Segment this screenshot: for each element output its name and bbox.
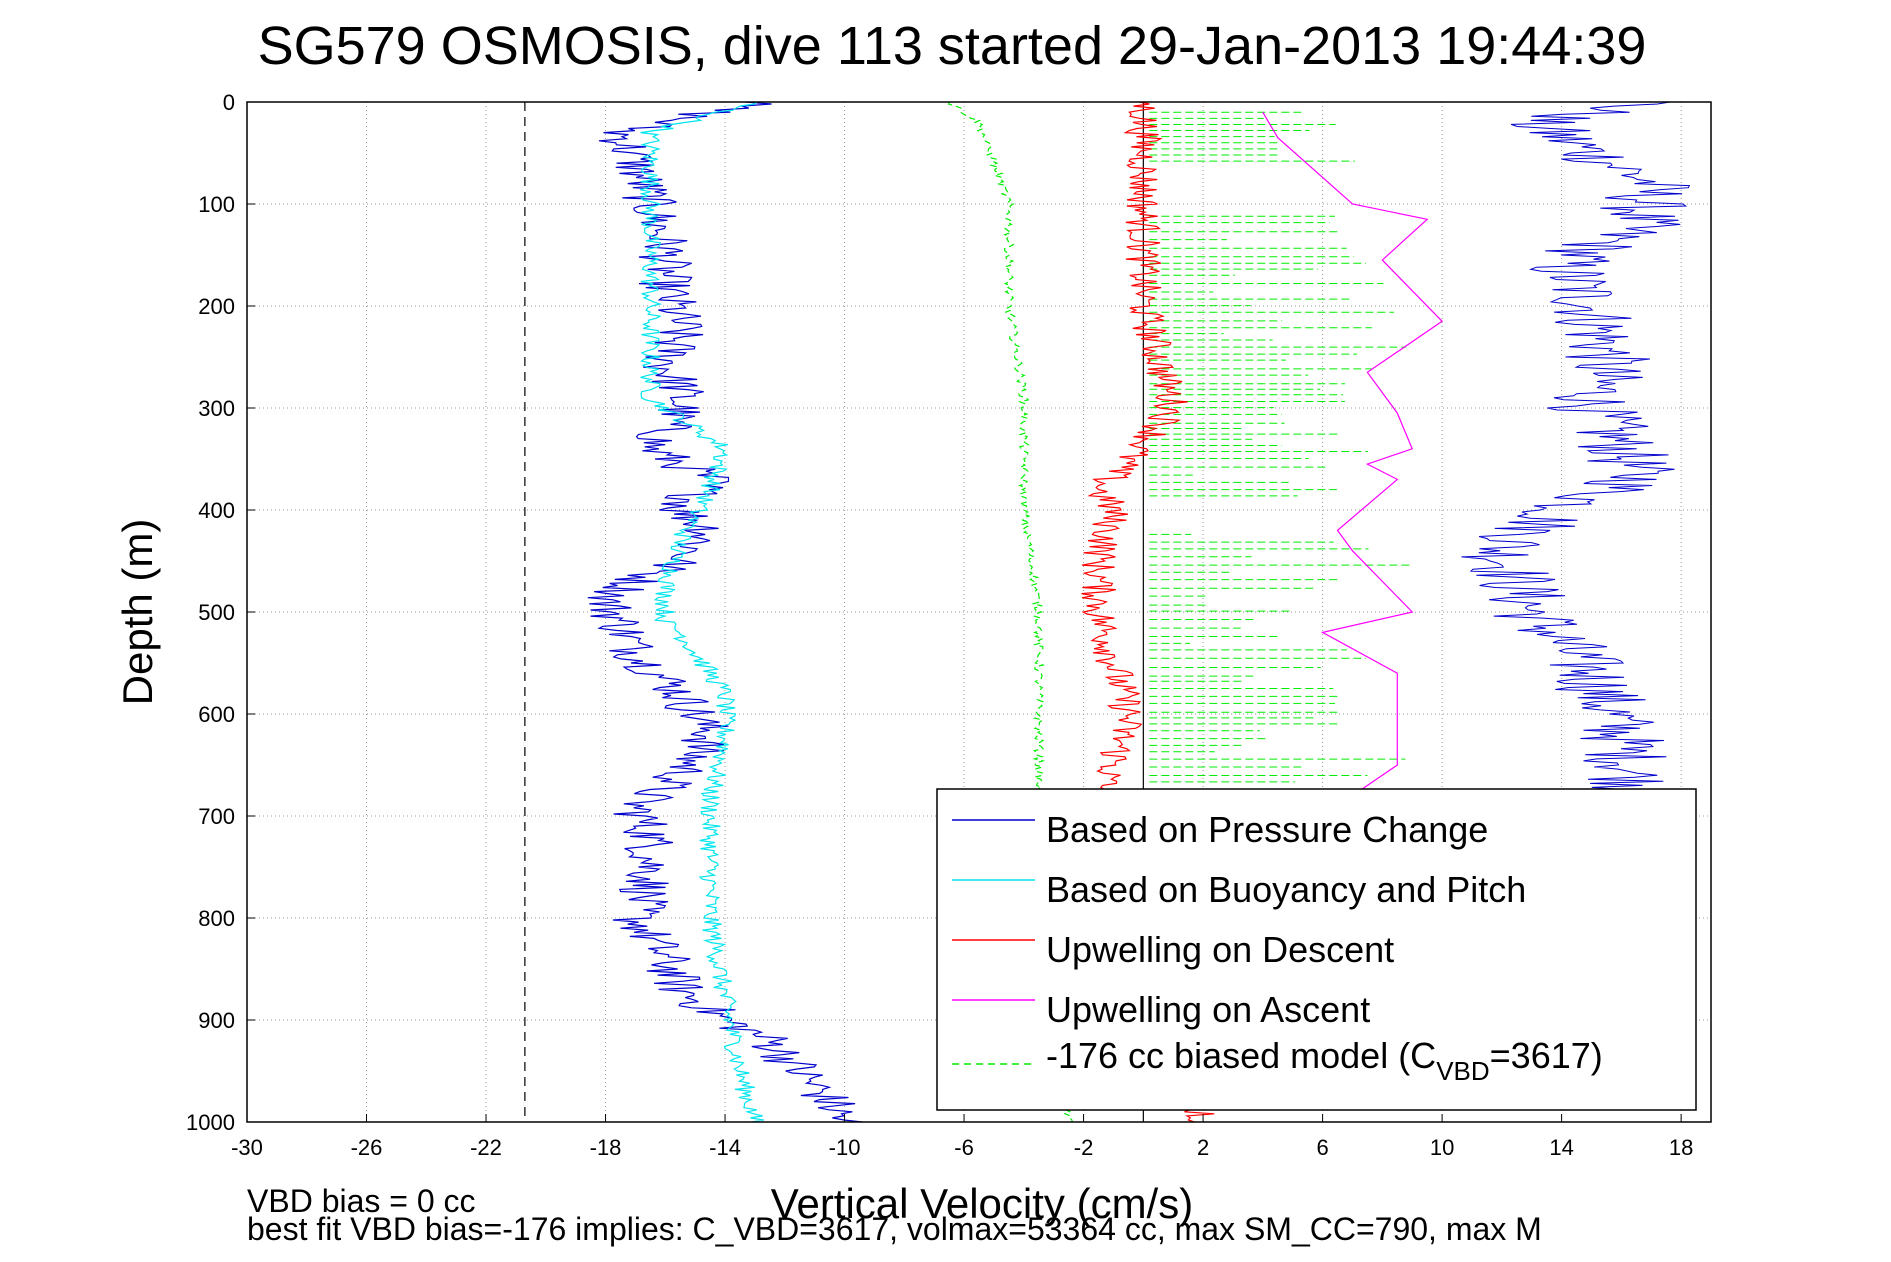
footer-best-fit: best fit VBD bias=-176 implies: C_VBD=36… bbox=[247, 1211, 1542, 1247]
series-texture bbox=[1149, 101, 1691, 797]
y-tick-label: 600 bbox=[198, 702, 235, 727]
x-tick-label: 2 bbox=[1197, 1135, 1209, 1160]
legend-box bbox=[936, 788, 1697, 1111]
chart-title: SG579 OSMOSIS, dive 113 started 29-Jan-2… bbox=[258, 16, 1647, 76]
legend-label-pressure: Based on Pressure Change bbox=[1046, 809, 1488, 850]
x-tick-label: 14 bbox=[1549, 1135, 1573, 1160]
y-tick-label: 800 bbox=[198, 906, 235, 931]
series-lines bbox=[587, 101, 1444, 1123]
y-tick-label: 100 bbox=[198, 192, 235, 217]
series-line-1 bbox=[639, 101, 764, 1123]
series-line-0 bbox=[587, 101, 863, 1123]
x-tick-label: 6 bbox=[1316, 1135, 1328, 1160]
pressure-ascent-trace bbox=[1461, 101, 1691, 797]
y-tick-label: 200 bbox=[198, 294, 235, 319]
x-axis-label: Vertical Velocity (cm/s) bbox=[771, 1180, 1193, 1227]
legend-label-buoyancy: Based on Buoyancy and Pitch bbox=[1046, 869, 1526, 910]
y-tick-label: 0 bbox=[223, 90, 235, 115]
y-tick-label: 900 bbox=[198, 1008, 235, 1033]
y-axis-label: Depth (m) bbox=[114, 519, 161, 706]
legend-label-descent: Upwelling on Descent bbox=[1046, 929, 1394, 970]
y-tick-label: 300 bbox=[198, 396, 235, 421]
y-tick-label: 700 bbox=[198, 804, 235, 829]
legend-label-ascent: Upwelling on Ascent bbox=[1046, 989, 1370, 1030]
x-tick-label: -2 bbox=[1074, 1135, 1094, 1160]
x-tick-label: -14 bbox=[709, 1135, 741, 1160]
x-tick-label: -6 bbox=[954, 1135, 974, 1160]
legend-label-model: -176 cc biased model (CVBD=3617) bbox=[1046, 1035, 1603, 1086]
x-tick-label: -26 bbox=[351, 1135, 383, 1160]
legend: Based on Pressure Change Based on Buoyan… bbox=[936, 788, 1697, 1111]
x-tick-label: 10 bbox=[1430, 1135, 1454, 1160]
axis-ticks: -30 -26 -22 -18 -14 -10 -6 -2 2 6 10 14 180100200300… bbox=[186, 90, 1693, 1160]
x-tick-label: -18 bbox=[590, 1135, 622, 1160]
y-tick-label: 400 bbox=[198, 498, 235, 523]
x-tick-label: -22 bbox=[470, 1135, 502, 1160]
footer-vbd-bias: VBD bias = 0 cc bbox=[247, 1183, 476, 1219]
x-tick-label: 18 bbox=[1669, 1135, 1693, 1160]
series-line-3 bbox=[1262, 111, 1444, 817]
y-tick-label: 1000 bbox=[186, 1110, 235, 1135]
x-tick-label: -30 bbox=[231, 1135, 263, 1160]
x-tick-label: -10 bbox=[829, 1135, 861, 1160]
y-tick-label: 500 bbox=[198, 600, 235, 625]
